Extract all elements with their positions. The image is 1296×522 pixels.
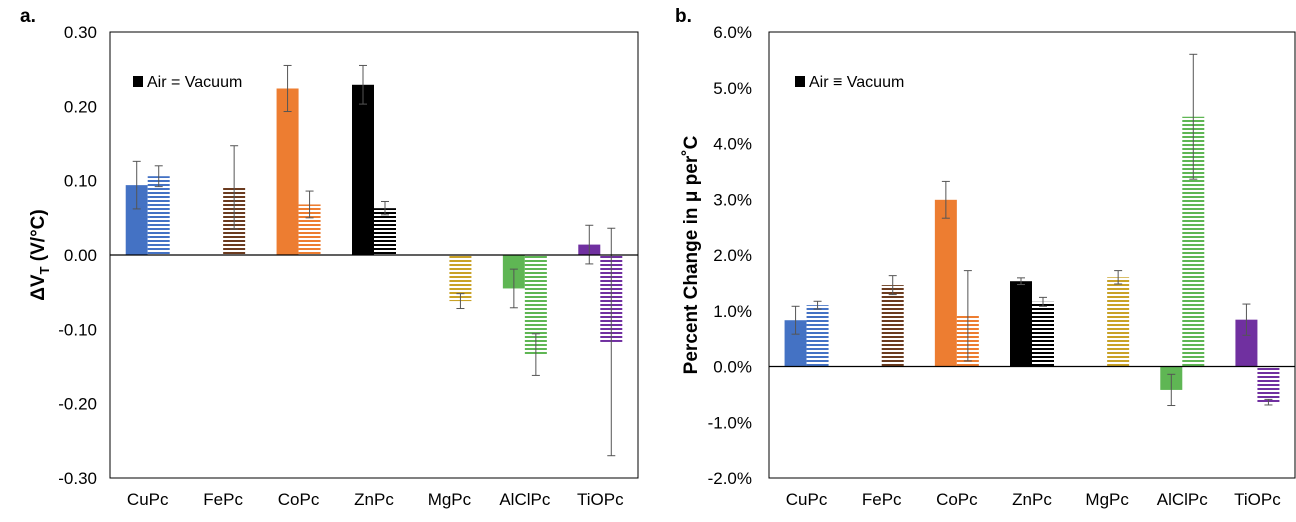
- panel-label: a.: [20, 6, 36, 27]
- bar-vacuum-znpc: [1032, 301, 1054, 367]
- error-bar-vacuum-tiopc: [607, 227, 616, 457]
- error-bar-vacuum-cupc: [813, 300, 822, 310]
- x-tick-label: TiOPc: [1234, 490, 1281, 509]
- bar-air-copc: [934, 199, 957, 367]
- error-bar-vacuum-alclpc: [531, 333, 540, 376]
- error-bar-air-cupc: [791, 305, 800, 335]
- y-tick-label: 0.0%: [713, 358, 752, 377]
- x-tick-label: AlClPc: [1157, 490, 1209, 509]
- y-tick-label: 0.00: [64, 246, 97, 265]
- y-tick-label: 5.0%: [713, 79, 752, 98]
- bar-air-cupc: [784, 320, 807, 367]
- bar-air-znpc: [352, 84, 374, 255]
- plot-frame: [768, 31, 1296, 479]
- error-bar-vacuum-fepc: [230, 145, 239, 230]
- y-tick-label: 4.0%: [713, 135, 752, 154]
- bar-air-cupc: [125, 185, 148, 255]
- x-tick-label: MgPc: [1085, 490, 1129, 509]
- bar-vacuum-mgpc: [1107, 277, 1130, 367]
- x-tick-label: CoPc: [936, 490, 978, 509]
- y-axis-label: ΔVT (V/°C): [28, 209, 52, 301]
- error-bar-vacuum-cupc: [154, 165, 163, 188]
- y-tick-label: 0.20: [64, 97, 97, 116]
- error-bar-vacuum-tiopc: [1264, 398, 1273, 406]
- y-tick-label: 1.0%: [713, 302, 752, 321]
- bar-vacuum-mgpc: [449, 255, 472, 302]
- x-tick-label: AlClPc: [499, 490, 551, 509]
- error-bar-vacuum-copc: [963, 270, 972, 362]
- error-bar-air-copc: [283, 64, 292, 113]
- error-bar-air-copc: [941, 180, 950, 219]
- y-tick-label: 2.0%: [713, 246, 752, 265]
- error-bar-air-tiopc: [1242, 303, 1251, 336]
- legend-text: Air ≡ Vacuum: [809, 74, 904, 91]
- y-tick-label: -0.20: [58, 395, 97, 414]
- bar-vacuum-alclpc: [1182, 116, 1205, 367]
- panel-label: b.: [675, 6, 692, 27]
- error-bar-vacuum-fepc: [888, 275, 897, 296]
- x-tick-label: ZnPc: [354, 490, 394, 509]
- error-bar-vacuum-znpc: [381, 200, 389, 216]
- bar-vacuum-tiopc: [1257, 366, 1280, 403]
- y-tick-label: -0.10: [58, 320, 97, 339]
- error-bar-vacuum-mgpc: [1114, 270, 1123, 285]
- panel-b-chart: 6.0% 5.0% 4.0% 3.0% 2.0% 1.0% 0.0% -1.0% -2.0% Cu…: [675, 6, 1296, 509]
- x-tick-label: FePc: [862, 490, 902, 509]
- y-tick-label: -2.0%: [708, 469, 752, 488]
- x-tick-label: MgPc: [428, 490, 472, 509]
- x-tick-label: CoPc: [278, 490, 320, 509]
- error-bar-air-cupc: [132, 160, 141, 210]
- bar-air-tiopc: [1235, 319, 1258, 367]
- y-tick-label: 3.0%: [713, 190, 752, 209]
- bar-vacuum-znpc: [374, 208, 396, 255]
- error-bar-vacuum-znpc: [1039, 296, 1047, 307]
- error-bar-vacuum-copc: [305, 190, 314, 219]
- panel-a-chart: 0.30 0.20 0.10 0.00 -0.10 -0.20 -0.30 CuPc FePc C…: [20, 6, 639, 509]
- y-tick-label: -0.30: [58, 469, 97, 488]
- bar-vacuum-alclpc: [524, 255, 547, 355]
- x-tick-label: TiOPc: [577, 490, 624, 509]
- x-tick-label: FePc: [203, 490, 243, 509]
- error-bar-air-znpc: [1017, 277, 1025, 286]
- error-bar-vacuum-alclpc: [1189, 53, 1198, 180]
- x-tick-label: ZnPc: [1012, 490, 1052, 509]
- y-axis-label: Percent Change in μ per˚C: [681, 135, 702, 374]
- y-tick-label: 0.30: [64, 23, 97, 42]
- legend-swatch: [795, 76, 805, 87]
- bar-vacuum-cupc: [806, 305, 829, 367]
- legend-text: Air = Vacuum: [147, 74, 242, 91]
- bar-air-copc: [276, 88, 299, 255]
- y-tick-label: 6.0%: [713, 23, 752, 42]
- bar-vacuum-fepc: [881, 285, 904, 367]
- error-bar-air-tiopc: [585, 224, 594, 265]
- error-bar-air-znpc: [359, 64, 367, 105]
- x-tick-label: CuPc: [786, 490, 828, 509]
- legend-swatch: [133, 76, 143, 87]
- bar-vacuum-copc: [298, 204, 321, 255]
- y-tick-label: -1.0%: [708, 413, 752, 432]
- x-tick-label: CuPc: [127, 490, 169, 509]
- bar-air-znpc: [1010, 281, 1032, 367]
- error-bar-vacuum-mgpc: [456, 293, 465, 310]
- bar-vacuum-cupc: [147, 176, 170, 255]
- y-tick-label: 0.10: [64, 172, 97, 191]
- error-bar-air-alclpc: [1167, 373, 1176, 407]
- error-bar-air-alclpc: [509, 268, 518, 309]
